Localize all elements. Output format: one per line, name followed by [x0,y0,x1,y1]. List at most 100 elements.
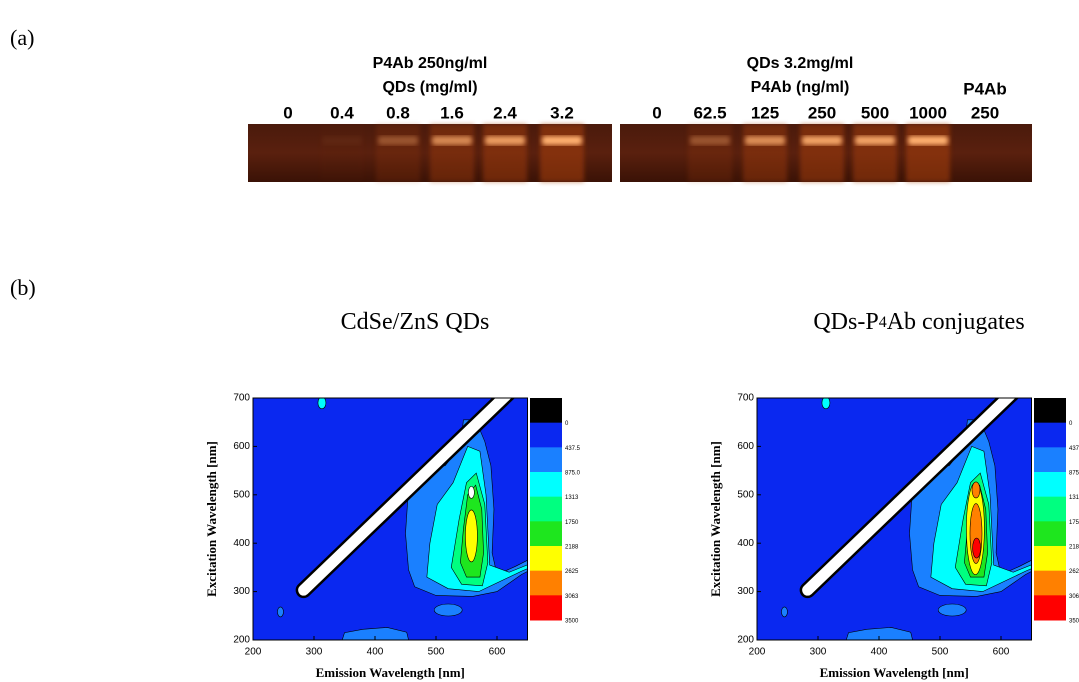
lane-label: 0 [652,103,661,122]
colorbar-label: 2188 [565,545,579,551]
title-part: Ab conjugates [887,309,1025,335]
colorbar-label: 2188 [1069,545,1079,551]
gel-header: QDs 3.2mg/ml [747,55,854,72]
x-tick-label: 300 [810,647,827,658]
colorbar-label: 0 [565,421,569,427]
y-tick-label: 500 [737,489,754,500]
gel-band [432,136,472,145]
contour-region [972,537,981,559]
colorbar-label: 875.0 [1069,471,1079,477]
plot-frame [756,397,1032,641]
colorbar-cell [530,472,562,498]
lane-label: 1000 [909,103,947,122]
gel-header: QDs (mg/ml) [382,79,477,96]
y-axis-label: Excitation Wavelength [nm] [204,441,219,597]
contours [781,398,1032,640]
colorbar-cell [530,546,562,572]
x-tick-label: 600 [489,647,506,658]
title-part: CdSe/ZnS QDs [341,309,490,335]
scatter-band [802,398,1016,596]
gel-band [378,136,418,145]
colorbar-cell [530,595,562,621]
title-part: QDs-P [813,309,878,335]
lane-label: P4Ab [963,79,1006,98]
plot-title: QDs-P4Ab conjugates [813,309,1024,335]
gel-band [855,136,895,145]
contour-region [277,606,284,618]
y-tick-label: 400 [233,538,250,549]
lane-label: 62.5 [693,103,726,122]
contour-region [781,606,788,618]
lane-label: 125 [751,103,779,122]
lane-smear [430,124,474,182]
x-axis-label: Emission Wavelength [nm] [316,665,465,680]
x-axis-label: Emission Wavelength [nm] [820,665,969,680]
gel-header: P4Ab 250ng/ml [373,55,488,72]
colorbar-cell [530,447,562,473]
plot-frame [252,397,528,641]
contour-region [845,627,913,640]
contour-region [937,603,967,617]
colorbar-cell [530,570,562,596]
x-tick-label: 600 [993,647,1010,658]
lane-label: 0 [283,103,292,122]
colorbar-label: 1313 [565,495,579,501]
lane-label: 500 [861,103,889,122]
y-tick-label: 200 [737,635,754,646]
y-tick-label: 700 [233,393,250,404]
colorbar-cell [530,398,562,424]
x-tick-label: 200 [749,647,766,658]
lane-smear [483,124,527,182]
y-axis-label: Excitation Wavelength [nm] [708,441,723,597]
y-tick-label: 300 [233,586,250,597]
x-tick-label: 400 [871,647,888,658]
colorbar-cell [530,496,562,522]
colorbar-label: 3500 [565,619,579,625]
gel-band [322,136,362,145]
colorbar-cell [1034,398,1066,424]
lane-label: 250 [808,103,836,122]
contour-region [971,481,981,499]
lane-smear [743,124,787,182]
colorbar-cell [1034,570,1066,596]
colorbar-label: 437.5 [1069,446,1079,452]
lane-label: 0.4 [330,103,354,122]
contour-region [821,398,831,410]
lane-smear [853,124,897,182]
y-tick-label: 400 [737,538,754,549]
lane-label: 250 [971,103,999,122]
colorbar-cell [1034,447,1066,473]
colorbar-label: 0 [1069,421,1073,427]
plot-title: CdSe/ZnS QDs [341,309,490,335]
lane-smear [376,124,420,182]
lane-label: 0.8 [386,103,410,122]
contour-region [317,398,327,410]
colorbar-cell [1034,546,1066,572]
gel-band [908,136,948,145]
lane-smear [320,124,364,182]
gel-band [745,136,785,145]
lane-smear [906,124,950,182]
lane-smear [800,124,844,182]
x-tick-label: 300 [306,647,323,658]
title-part: 4 [879,314,887,331]
y-tick-label: 600 [737,441,754,452]
colorbar-label: 1750 [565,520,579,526]
colorbar-cell [1034,521,1066,547]
contour-region [468,486,475,499]
contour-region [465,509,478,563]
contour-region [341,627,409,640]
scatter-band [298,398,512,596]
colorbar-label: 1313 [1069,495,1079,501]
colorbar-label: 875.0 [565,471,581,477]
colorbar-label: 3063 [565,594,579,600]
gel-band [802,136,842,145]
lane-smear [688,124,732,182]
y-tick-label: 700 [737,393,754,404]
x-tick-label: 500 [428,647,445,658]
lane-label: 2.4 [493,103,517,122]
y-tick-label: 500 [233,489,250,500]
y-tick-label: 200 [233,635,250,646]
